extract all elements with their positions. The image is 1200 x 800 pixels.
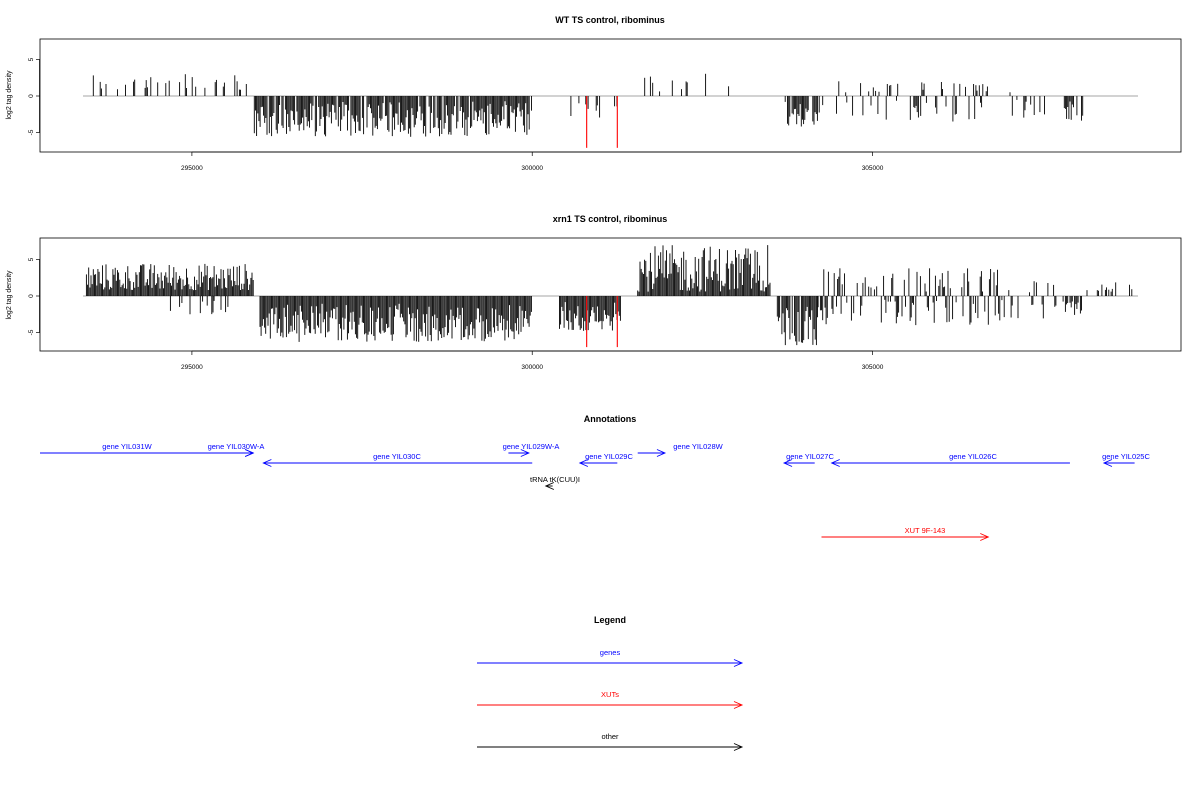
wt-y-axis-label: log2 tag density <box>6 70 13 120</box>
annotation-label: XUT 9F-143 <box>905 526 946 535</box>
legend-arrow <box>477 659 744 667</box>
legend-label: genes <box>600 648 621 657</box>
y-tick-label: 5 <box>28 57 35 61</box>
y-tick-label: 0 <box>28 294 35 298</box>
annotation-label: gene YIL028W <box>673 442 723 451</box>
y-tick-label: 0 <box>28 94 35 98</box>
legend-label: XUTs <box>601 690 619 699</box>
annotations-title: Annotations <box>584 414 637 424</box>
annotation-label: gene YIL030C <box>373 452 421 461</box>
annotation-label: gene YIL029W-A <box>503 442 560 451</box>
x-tick-label: 295000 <box>181 165 203 172</box>
annotation-arrow <box>1102 459 1135 467</box>
annotation-arrow <box>508 449 530 457</box>
xrn1-track-panel: xrn1 TS control, ribominus log2 tag dens… <box>6 214 1182 371</box>
xrn1-bars <box>85 245 1133 348</box>
annotation-arrow <box>578 459 618 467</box>
x-tick-label: 300000 <box>521 364 543 371</box>
annotation-arrow <box>821 533 990 541</box>
y-tick-label: -5 <box>28 129 35 135</box>
xrn1-panel-title: xrn1 TS control, ribominus <box>553 214 668 224</box>
x-tick-label: 305000 <box>862 364 884 371</box>
annotation-arrow <box>544 482 555 490</box>
annotation-arrow <box>225 449 255 457</box>
annotation-arrow <box>637 449 667 457</box>
legend-panel: Legend genes XUTs other <box>477 615 744 751</box>
legend-arrow <box>477 701 744 709</box>
wt-track-panel: WT TS control, ribominus log2 tag densit… <box>6 15 1182 172</box>
x-tick-label: 300000 <box>521 165 543 172</box>
wt-bars <box>92 73 1084 148</box>
legend-items: genes XUTs other <box>477 648 744 751</box>
annotation-label: gene YIL031W <box>102 442 152 451</box>
xrn1-y-axis-label: log2 tag density <box>6 270 13 320</box>
annotation-label: gene YIL030W-A <box>208 442 265 451</box>
legend-label: other <box>601 732 619 741</box>
legend-arrow <box>477 743 744 751</box>
x-tick-label: 295000 <box>181 364 203 371</box>
y-tick-label: 5 <box>28 257 35 261</box>
annotation-arrow <box>782 459 815 467</box>
annotation-label: gene YIL027C <box>786 452 834 461</box>
xrn1-plot-frame <box>39 237 1182 352</box>
annotation-label: gene YIL029C <box>585 452 633 461</box>
annotations-panel: Annotations gene YIL031W gene YIL030W-Age… <box>40 414 1150 541</box>
annotation-features: gene YIL031W gene YIL030W-A gene YIL030C ge… <box>40 442 1150 541</box>
annotation-label: gene YIL026C <box>949 452 997 461</box>
annotation-arrow <box>830 459 1070 467</box>
xrn1-axes: 5 0 -5 295000 300000 305000 <box>28 257 1138 371</box>
annotation-label: gene YIL025C <box>1102 452 1150 461</box>
annotation-label: tRNA tK(CUU)I <box>530 475 580 484</box>
y-tick-label: -5 <box>28 329 35 335</box>
x-tick-label: 305000 <box>862 165 884 172</box>
wt-axes: 5 0 -5 295000 300000 305000 <box>28 57 1138 172</box>
annotation-arrow <box>262 459 533 467</box>
wt-panel-title: WT TS control, ribominus <box>555 15 665 25</box>
legend-title: Legend <box>594 615 626 625</box>
